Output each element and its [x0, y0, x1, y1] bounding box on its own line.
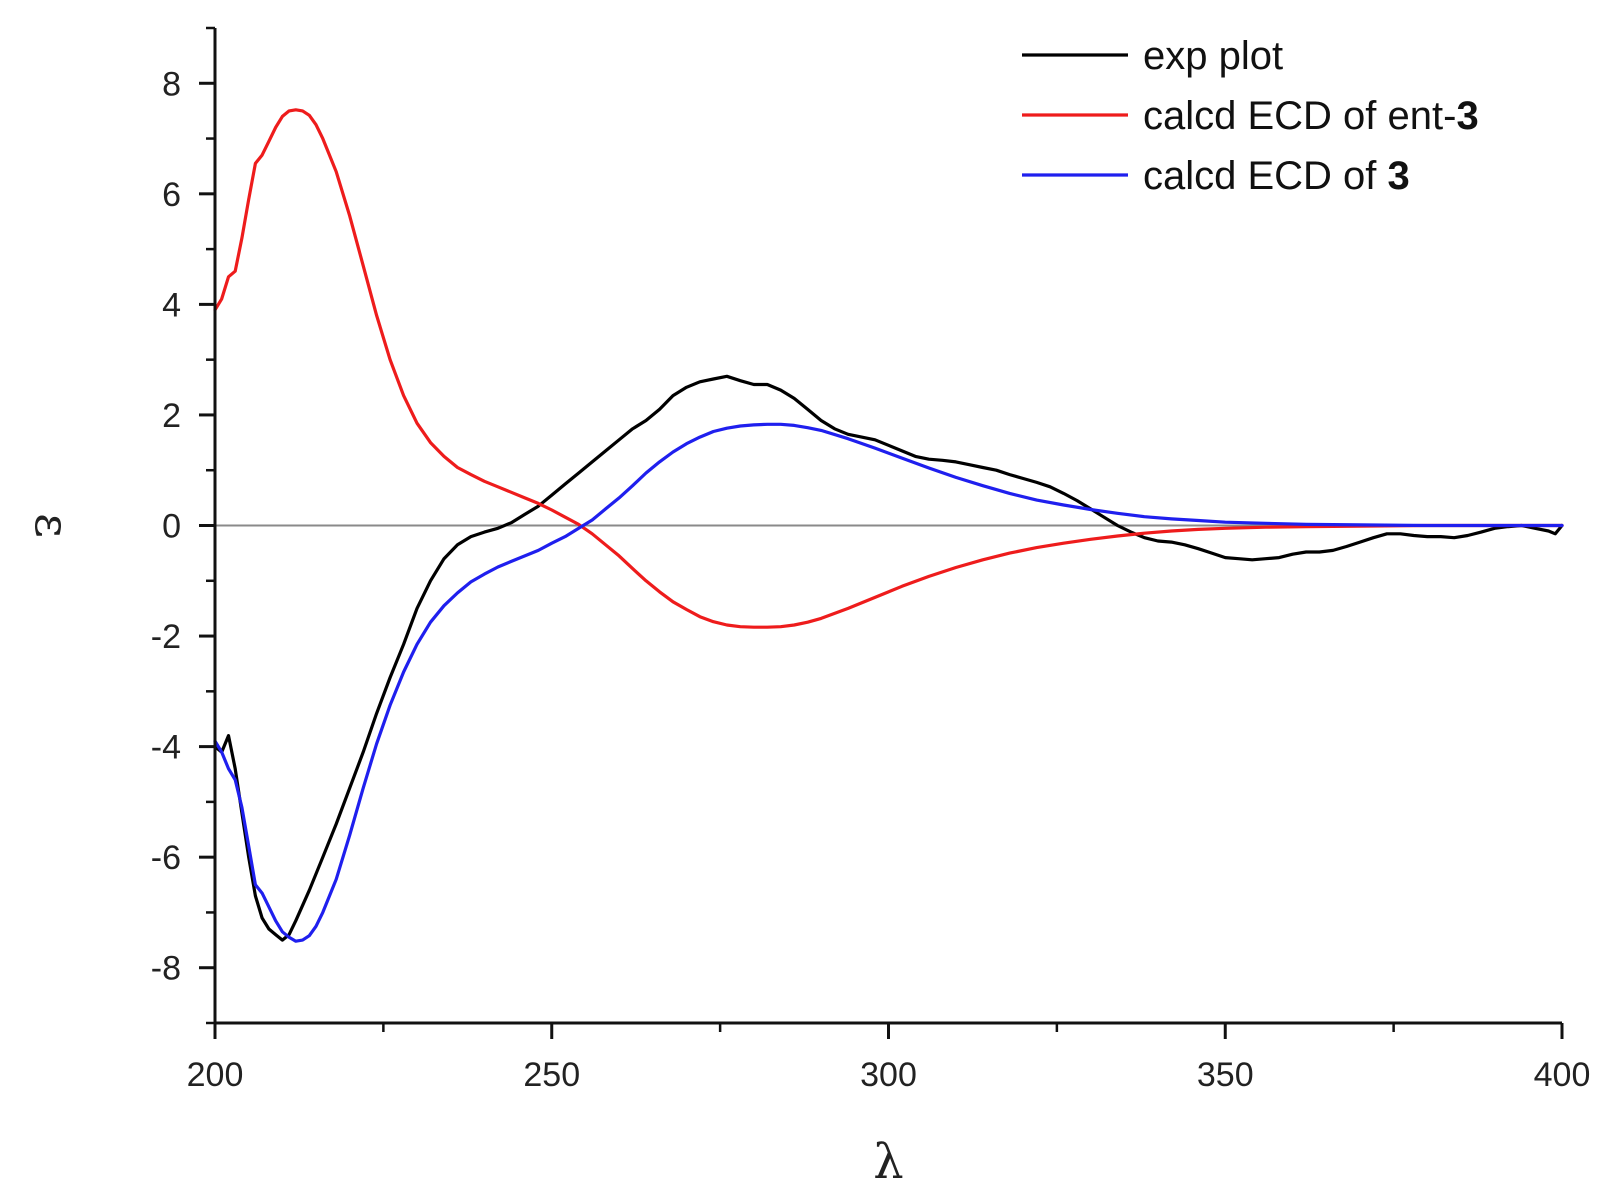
series-line-2 — [213, 108, 1564, 629]
ticks-layer: 200 250 300 350 400 -8 -6 -4 -2 0 2 4 6 8 — [151, 26, 1591, 1094]
x-tick-label: 350 — [1197, 1056, 1254, 1094]
y-tick-label: 6 — [162, 176, 181, 214]
x-tick-label: 200 — [187, 1056, 244, 1094]
x-tick-label: 250 — [523, 1056, 580, 1094]
y-tick-label: -2 — [151, 618, 181, 656]
y-axis-title: ε — [24, 513, 80, 538]
legend: exp plot calcd ECD of ent-3 calcd ECD of 3 — [1022, 34, 1479, 198]
legend-label-3: calcd ECD of 3 — [1143, 154, 1410, 198]
x-tick-label: 400 — [1534, 1056, 1591, 1094]
y-tick-label: 2 — [162, 397, 181, 435]
x-axis-title: λ — [873, 1134, 903, 1190]
series-line-1 — [213, 374, 1564, 942]
legend-label-2: calcd ECD of ent-3 — [1143, 94, 1479, 138]
legend-label-1: exp plot — [1143, 34, 1283, 78]
y-tick-label: 0 — [162, 508, 181, 546]
x-tick-label: 300 — [860, 1056, 917, 1094]
y-tick-label: -8 — [151, 950, 181, 988]
y-tick-label: 8 — [162, 65, 181, 103]
series-layer — [213, 108, 1564, 943]
y-tick-label: -4 — [151, 729, 181, 767]
y-tick-label: 4 — [162, 286, 181, 324]
y-tick-label: -6 — [151, 839, 181, 877]
series-line-3 — [213, 422, 1564, 943]
